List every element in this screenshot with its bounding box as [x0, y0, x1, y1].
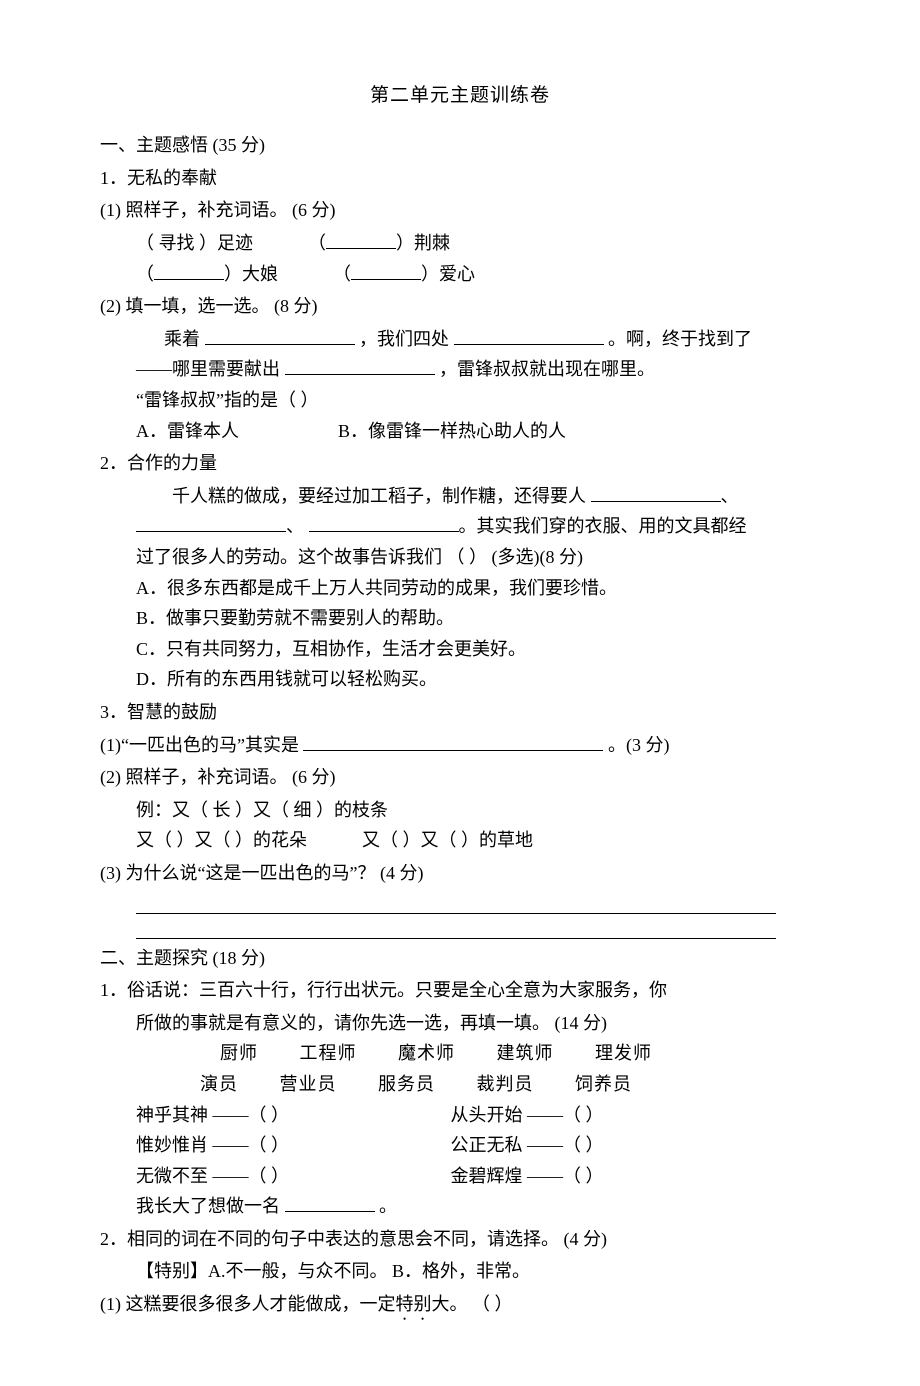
- q3-2-row: 又（ ）又（ ）的花朵 又（ ）又（ ）的草地: [100, 825, 820, 856]
- blank-input[interactable]: [303, 731, 603, 751]
- s2-q1-l1: 1．俗话说：三百六十行，行行出状元。只要是全心全意为大家服务，你: [100, 975, 820, 1006]
- blank-input[interactable]: [591, 482, 721, 502]
- q3-2-example: 例：又（ 长 ）又（ 细 ）的枝条: [100, 795, 820, 826]
- s2-q2-def: 【特别】A.不一般，与众不同。 B．格外，非常。: [100, 1256, 820, 1287]
- pair-row-2: 惟妙惟肖 ——（ ） 公正无私 ——（ ）: [100, 1130, 820, 1161]
- section-1-head: 一、主题感悟 (35 分): [100, 130, 820, 161]
- page: 第二单元主题训练卷 一、主题感悟 (35 分) 1．无私的奉献 (1) 照样子，…: [0, 0, 920, 1386]
- answer-line[interactable]: [136, 893, 776, 914]
- q1-1-suffix-2: ）大娘: [224, 264, 278, 284]
- q1-2-ask: “雷锋叔叔”指的是（ ）: [100, 385, 820, 416]
- word: 工程师: [300, 1038, 357, 1069]
- pair-b[interactable]: 公正无私 ——（ ）: [451, 1130, 761, 1161]
- s2-q1-l2: 所做的事就是有意义的，请你先选一选，再填一填。 (14 分): [100, 1008, 820, 1039]
- text: 。: [379, 1196, 397, 1216]
- word: 营业员: [280, 1069, 337, 1100]
- pair-b[interactable]: 从头开始 ——（ ）: [451, 1100, 761, 1131]
- text: 乘着: [164, 329, 200, 349]
- paren-open: （: [136, 264, 154, 284]
- blank-input[interactable]: [285, 356, 435, 376]
- word: 裁判员: [477, 1069, 534, 1100]
- text: 。(3 分): [608, 735, 670, 755]
- blank-input[interactable]: [205, 325, 355, 345]
- q2-opt-d[interactable]: D．所有的东西用钱就可以轻松购买。: [100, 664, 820, 695]
- q1-1-example: （ 寻找 ）足迹: [136, 233, 253, 253]
- blank-input[interactable]: [326, 229, 396, 249]
- text: 大。 （ ）: [432, 1294, 513, 1314]
- paren-open: （: [333, 264, 351, 284]
- word: 服务员: [378, 1069, 435, 1100]
- word: 魔术师: [398, 1038, 455, 1069]
- pair-a[interactable]: 神乎其神 ——（ ）: [136, 1100, 446, 1131]
- option-a[interactable]: A．雷锋本人: [136, 421, 239, 441]
- text: (1) 这糕要很多很多人才能做成，一定: [100, 1294, 396, 1314]
- pair-a[interactable]: 惟妙惟肖 ——（ ）: [136, 1130, 446, 1161]
- q3-1: (1)“一匹出色的马”其实是 。(3 分): [100, 730, 820, 761]
- fill-a[interactable]: 又（ ）又（ ）的花朵: [136, 830, 307, 850]
- wish-line: 我长大了想做一名 。: [100, 1191, 820, 1222]
- q2-body-1: 千人糕的做成，要经过加工稻子，制作糖，还得要人 、: [100, 481, 820, 512]
- q1-2-line2: ——哪里需要献出 ，雷锋叔叔就出现在哪里。: [100, 354, 820, 385]
- q1-1-suffix-1: ）荆棘: [396, 233, 450, 253]
- q2-opt-b[interactable]: B．做事只要勤劳就不需要别人的帮助。: [100, 603, 820, 634]
- fill-b[interactable]: 又（ ）又（ ）的草地: [362, 830, 533, 850]
- text: 我长大了想做一名: [136, 1196, 280, 1216]
- word: 演员: [200, 1069, 238, 1100]
- text: ，雷锋叔叔就出现在哪里。: [439, 359, 655, 379]
- q3-2-lead: (2) 照样子，补充词语。 (6 分): [100, 762, 820, 793]
- pair-row-3: 无微不至 ——（ ） 金碧辉煌 ——（ ）: [100, 1161, 820, 1192]
- option-b[interactable]: B．像雷锋一样热心助人的人: [338, 421, 566, 441]
- word-bank-row-1: 厨师 工程师 魔术师 建筑师 理发师: [100, 1038, 820, 1069]
- text: ，我们四处: [359, 329, 449, 349]
- q1-2-options: A．雷锋本人 B．像雷锋一样热心助人的人: [100, 416, 820, 447]
- blank-input[interactable]: [136, 513, 286, 533]
- q1-head: 1．无私的奉献: [100, 163, 820, 194]
- text: 千人糕的做成，要经过加工稻子，制作糖，还得要人: [172, 486, 586, 506]
- word: 理发师: [595, 1038, 652, 1069]
- q2-head: 2．合作的力量: [100, 448, 820, 479]
- blank-input[interactable]: [285, 1192, 375, 1212]
- blank-input[interactable]: [309, 513, 459, 533]
- blank-input[interactable]: [154, 260, 224, 280]
- q1-2-line1: 乘着 ，我们四处 。啊，终于找到了: [100, 324, 820, 355]
- q2-opt-a[interactable]: A．很多东西都是成千上万人共同劳动的成果，我们要珍惜。: [100, 573, 820, 604]
- q2-body-2: 、 。其实我们穿的衣服、用的文具都经: [100, 511, 820, 542]
- q1-1-suffix-3: ）爱心: [421, 264, 475, 284]
- text: ——哪里需要献出: [136, 359, 280, 379]
- q1-2-lead: (2) 填一填，选一选。 (8 分): [100, 291, 820, 322]
- q2-opt-c[interactable]: C．只有共同努力，互相协作，生活才会更美好。: [100, 634, 820, 665]
- section-2-head: 二、主题探究 (18 分): [100, 943, 820, 974]
- paren-open: （: [308, 233, 326, 253]
- pair-a[interactable]: 无微不至 ——（ ）: [136, 1161, 446, 1192]
- q3-head: 3．智慧的鼓励: [100, 697, 820, 728]
- emphasized-word: 特别: [396, 1294, 432, 1314]
- q1-1-row2: （ ）大娘 （ ）爱心: [100, 259, 820, 290]
- word: 建筑师: [497, 1038, 554, 1069]
- sep: 、: [286, 516, 304, 536]
- q1-1-row1: （ 寻找 ）足迹 （ ）荆棘: [100, 228, 820, 259]
- pair-b[interactable]: 金碧辉煌 ——（ ）: [451, 1161, 761, 1192]
- word-bank-row-2: 演员 营业员 服务员 裁判员 饲养员: [100, 1069, 820, 1100]
- text: 。其实我们穿的衣服、用的文具都经: [459, 516, 747, 536]
- pair-row-1: 神乎其神 ——（ ） 从头开始 ——（ ）: [100, 1100, 820, 1131]
- q1-1-lead: (1) 照样子，补充词语。 (6 分): [100, 195, 820, 226]
- word: 厨师: [220, 1038, 258, 1069]
- q2-body-3: 过了很多人的劳动。这个故事告诉我们 （ ） (多选)(8 分): [100, 542, 820, 573]
- sep: 、: [721, 486, 739, 506]
- blank-input[interactable]: [351, 260, 421, 280]
- s2-q2-item1: (1) 这糕要很多很多人才能做成，一定特别大。 （ ）: [100, 1289, 820, 1324]
- s2-q2-l1: 2．相同的词在不同的句子中表达的意思会不同，请选择。 (4 分): [100, 1224, 820, 1255]
- text: 。啊，终于找到了: [608, 329, 752, 349]
- text: (1)“一匹出色的马”其实是: [100, 735, 299, 755]
- blank-input[interactable]: [454, 325, 604, 345]
- q3-3-lead: (3) 为什么说“这是一匹出色的马”？ (4 分): [100, 858, 820, 889]
- answer-line[interactable]: [136, 918, 776, 939]
- doc-title: 第二单元主题训练卷: [100, 80, 820, 112]
- word: 饲养员: [575, 1069, 632, 1100]
